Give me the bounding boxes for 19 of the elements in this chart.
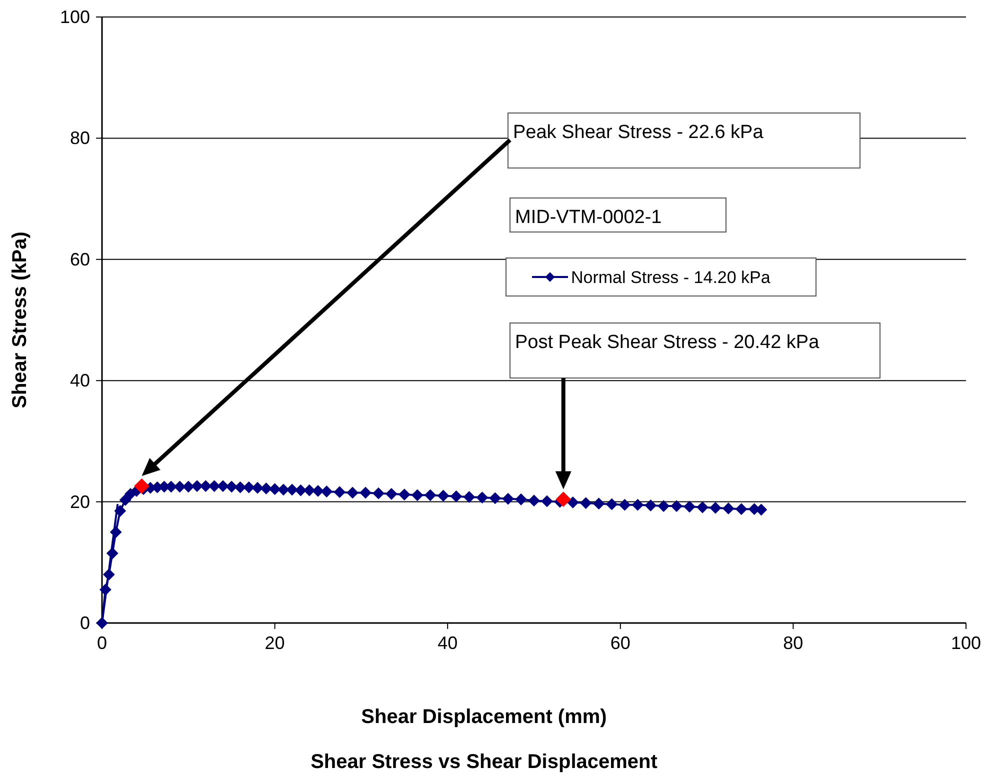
x-tick-label: 80 — [783, 633, 804, 653]
y-tick-label: 40 — [70, 370, 90, 391]
x-tick-label: 40 — [438, 633, 458, 653]
x-tick-label: 0 — [96, 633, 108, 653]
annotation: Post Peak Shear Stress - 20.42 kPa — [515, 332, 820, 353]
y-tick-label: 20 — [70, 492, 90, 512]
annotation: Peak Shear Stress - 22.6 kPa — [513, 122, 764, 143]
y-tick-label: 60 — [70, 249, 90, 270]
text: Shear Stress vs Shear Displacement — [310, 751, 658, 773]
legend-label: Normal Stress - 14.20 kPa — [571, 268, 771, 287]
y-axis-title: Shear Stress (kPa) — [9, 232, 31, 408]
y-tick-label: 100 — [60, 7, 90, 27]
y-tick-label: 80 — [70, 128, 90, 148]
annotation: MID-VTM-0002-1 — [515, 207, 662, 228]
y-tick-label: 0 — [80, 613, 90, 633]
x-tick-label: 100 — [950, 633, 982, 653]
x-tick-label: 20 — [264, 633, 285, 653]
x-axis-title: Shear Displacement (mm) — [361, 706, 607, 728]
x-tick-label: 60 — [610, 633, 630, 653]
